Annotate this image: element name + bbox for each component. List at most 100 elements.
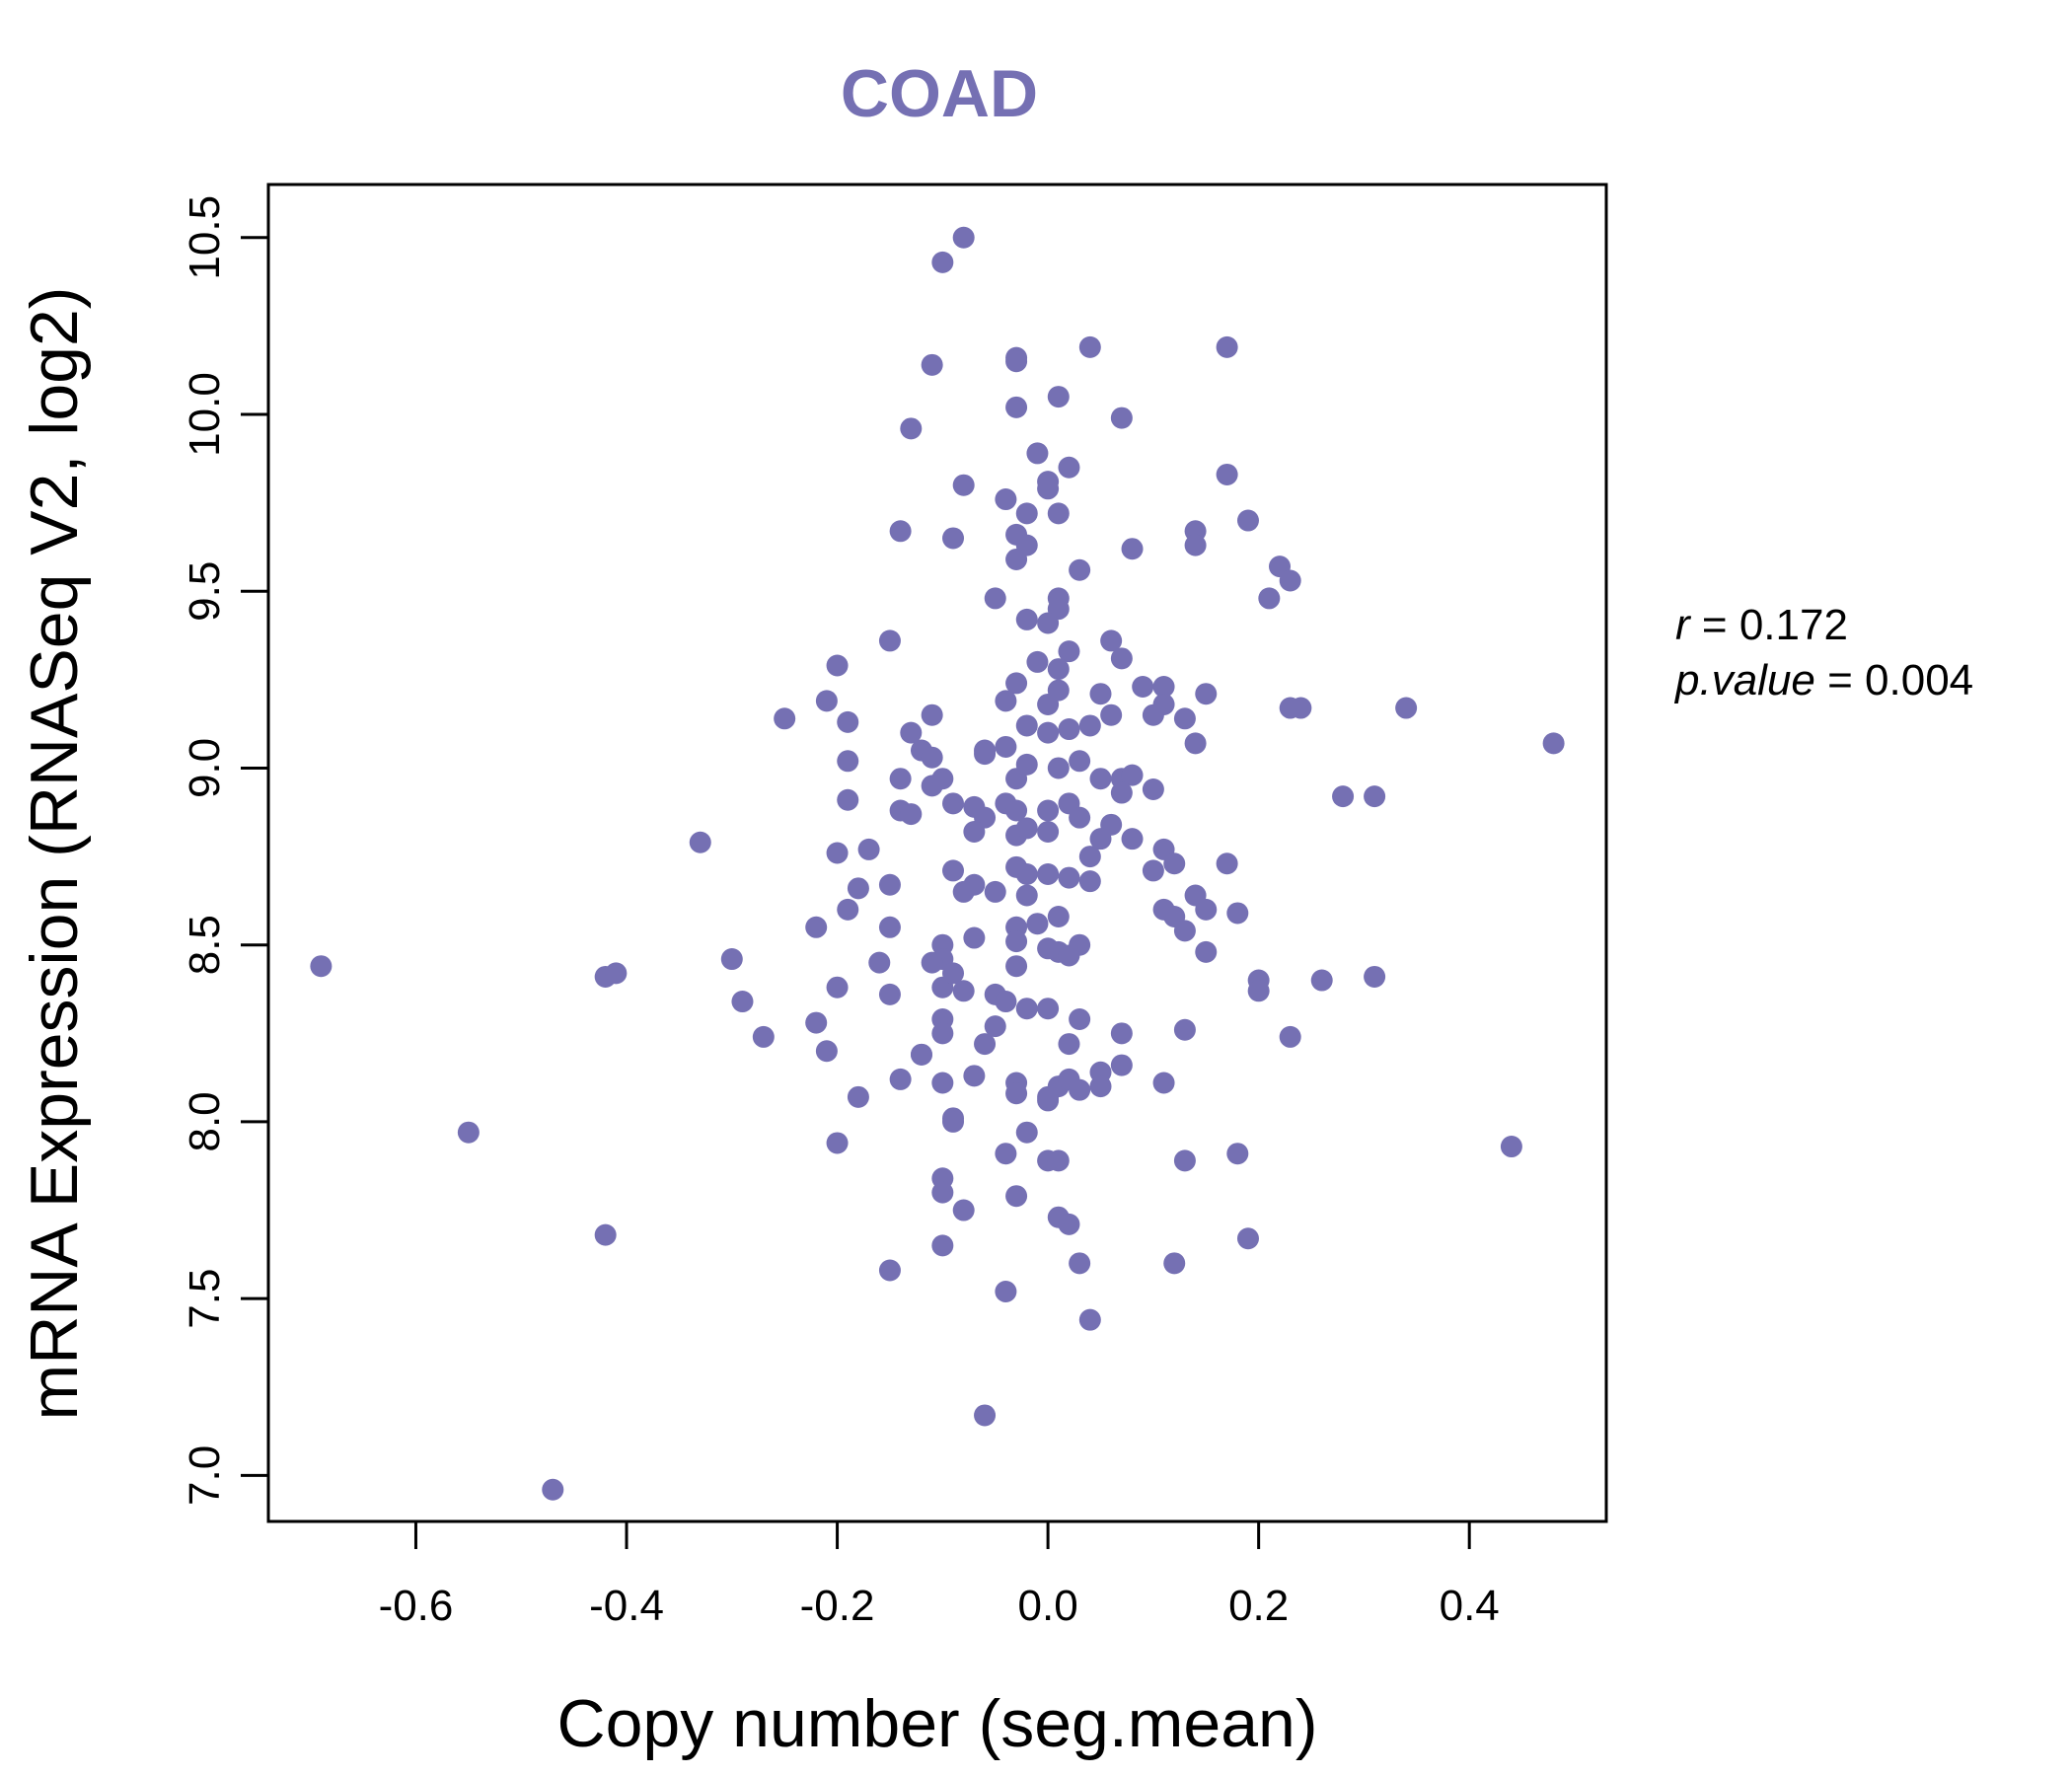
data-point [1173,1018,1196,1041]
data-point [1173,707,1196,730]
data-point [878,916,901,938]
data-point [1121,828,1144,851]
x-axis-label: Copy number (seg.mean) [556,1686,1317,1761]
data-point [878,629,901,652]
data-point [805,916,828,938]
data-point [921,951,943,974]
data-point [963,1065,986,1087]
y-tick-label: 7.5 [181,1269,229,1329]
data-point [594,1223,617,1246]
y-tick-label: 9.5 [181,561,229,622]
data-point [1110,1022,1133,1045]
data-point [1037,820,1060,843]
data-point [974,1404,997,1427]
data-point [826,654,849,677]
data-point [910,1043,932,1066]
data-point [1258,587,1281,610]
data-point [1163,1252,1186,1275]
data-point [837,710,859,733]
data-point [1173,1149,1196,1172]
data-point [605,962,628,985]
data-point [731,991,754,1013]
data-point [1078,714,1101,737]
data-point [1047,386,1070,408]
data-point [931,251,954,273]
data-point [1236,509,1259,532]
data-point [1089,768,1112,790]
data-point [1005,1082,1028,1105]
data-point [963,820,986,843]
data-point [1005,930,1028,953]
data-point [1142,859,1164,882]
data-point [1005,548,1028,570]
data-point [984,1015,1006,1038]
chart-title: COAD [841,56,1038,131]
data-point [942,1110,965,1133]
y-axis-label: mRNA Expression (RNASeq V2, log2) [17,287,92,1421]
data-point [1058,866,1080,889]
data-point [847,1085,869,1108]
data-point [1005,672,1028,695]
data-point [1078,1308,1101,1331]
data-point [963,926,986,949]
data-point [889,520,912,543]
r-value: 0.172 [1739,601,1848,649]
y-axis: 7.0 7.5 8.0 8.5 9.0 9.5 10.0 10.5 [181,195,270,1506]
data-point [1058,640,1080,663]
data-point [837,750,859,773]
data-point [1069,1252,1091,1275]
data-point [1058,1213,1080,1235]
data-point [995,488,1017,511]
data-point [837,898,859,921]
data-point [1058,944,1080,967]
x-tick-label: 0.4 [1440,1582,1500,1630]
data-point [1047,757,1070,779]
data-point [931,1234,954,1257]
data-point [984,587,1006,610]
data-point [457,1121,480,1144]
y-tick-label: 8.5 [181,915,229,975]
data-point [995,1143,1017,1165]
data-point [1015,863,1038,886]
data-point [752,1025,775,1048]
data-point [1279,697,1301,719]
data-point [1015,998,1038,1020]
data-point [1069,1007,1091,1030]
x-tick-label: 0.2 [1228,1582,1289,1630]
data-point [1195,898,1218,921]
data-point [952,226,975,249]
data-point [952,1199,975,1221]
data-point [805,1011,828,1034]
data-point [1069,806,1091,829]
data-point [995,690,1017,712]
data-point [1195,940,1218,963]
data-point [1142,777,1164,800]
r-symbol: r [1675,601,1692,649]
data-point [900,803,923,826]
data-point [1015,714,1038,737]
data-point [1121,764,1144,786]
data-point [720,948,743,971]
data-point [984,880,1006,903]
x-tick-label: -0.4 [589,1582,664,1630]
data-point [974,743,997,766]
data-point [1037,799,1060,822]
data-point [900,417,923,440]
data-point [974,1033,997,1056]
data-point [1047,502,1070,525]
data-point [868,951,891,974]
data-point [857,838,880,860]
data-point [1173,920,1196,942]
data-point [942,859,965,882]
x-tick-label: -0.2 [800,1582,875,1630]
data-point [1100,629,1123,652]
data-point [1005,955,1028,978]
data-point [921,746,943,769]
data-point [1069,558,1091,581]
data-point [952,880,975,903]
data-point [689,831,711,853]
data-point [931,1181,954,1204]
data-point [1216,335,1238,358]
data-point [1279,569,1301,592]
